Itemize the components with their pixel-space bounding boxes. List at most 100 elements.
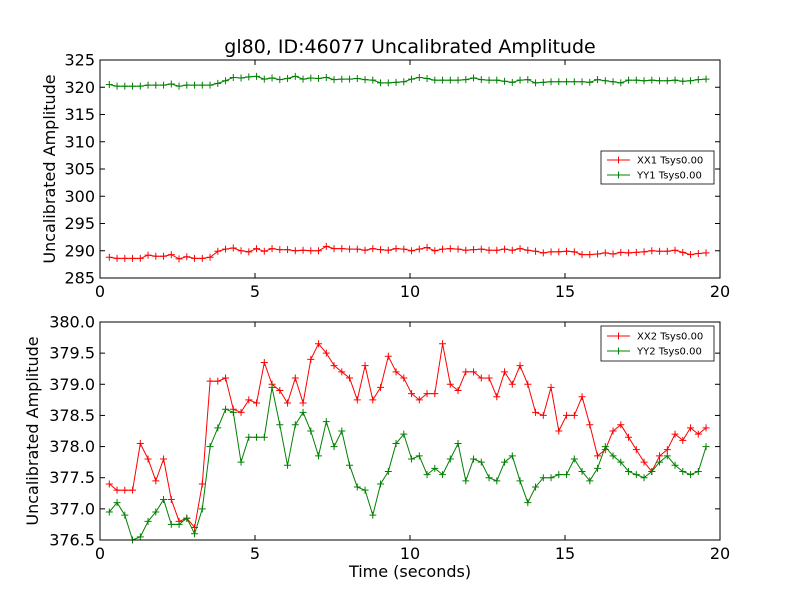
bottom-series-1-point: [555, 427, 563, 435]
top-series-2-point: [594, 76, 602, 84]
bottom-series-1-point: [702, 424, 710, 432]
top-series-2-point: [229, 73, 237, 81]
bottom-series-1-point: [369, 396, 377, 404]
top-series-2-point: [152, 81, 160, 89]
top-y-tick-label: 290: [64, 241, 95, 260]
bottom-series-2-point: [415, 452, 423, 460]
bottom-series-2-point: [392, 439, 400, 447]
top-series-1-point: [694, 249, 702, 257]
top-series-2-point: [268, 74, 276, 82]
top-series-1-point: [377, 246, 385, 254]
top-series-2-point: [291, 72, 299, 80]
top-series-1-point: [322, 242, 330, 250]
top-series-2-point: [524, 76, 532, 84]
bottom-legend-xx2-label: XX2 Tsys0.00: [637, 332, 703, 343]
bottom-series-1-point: [632, 446, 640, 454]
bottom-series-2-point: [377, 480, 385, 488]
bottom-series-1-point: [594, 452, 602, 460]
top-series-2-point: [609, 78, 617, 86]
bottom-series-2-point: [439, 471, 447, 479]
bottom-series-1-point: [563, 411, 571, 419]
bottom-series-1-point: [415, 396, 423, 404]
bottom-series-2-point: [353, 483, 361, 491]
bottom-series-1-point: [136, 439, 144, 447]
bottom-series-1-point: [516, 362, 524, 370]
top-series-2-point: [322, 73, 330, 81]
bottom-series-1-point: [276, 387, 284, 395]
top-series-2-point: [454, 76, 462, 84]
bottom-series-1-point: [671, 430, 679, 438]
bottom-series-2-point: [431, 464, 439, 472]
bottom-series-2-point: [268, 383, 276, 391]
bottom-series-1-point: [198, 480, 206, 488]
top-series-1-point: [408, 247, 416, 255]
bottom-series-2-point: [307, 427, 315, 435]
top-series-2-point: [679, 77, 687, 85]
top-series-2-point: [493, 76, 501, 84]
top-legend-yy1-marker: [615, 171, 622, 179]
bottom-series-1-point: [346, 374, 354, 382]
top-series-2-point: [191, 81, 199, 89]
top-series-1-point: [222, 245, 230, 253]
top-series-1-point: [462, 246, 470, 254]
top-x-tick-label: 10: [400, 282, 420, 301]
top-series-2-point: [555, 78, 563, 86]
bottom-series-1-point: [532, 408, 540, 416]
bottom-series-2-point: [237, 458, 245, 466]
top-series-1-point: [493, 246, 501, 254]
bottom-series-1-point: [245, 396, 253, 404]
bottom-series-1-point: [462, 368, 470, 376]
bottom-y-tick-label: 380.0: [49, 313, 95, 332]
bottom-series-2-point: [508, 452, 516, 460]
bottom-series-2-point: [338, 427, 346, 435]
bottom-series-2-point: [609, 452, 617, 460]
bottom-series-2-point: [253, 433, 261, 441]
top-series-2-point: [501, 77, 509, 85]
top-series-1-point: [423, 243, 431, 251]
bottom-series-1-point: [609, 427, 617, 435]
bottom-series-2-point: [315, 452, 323, 460]
bottom-series-2-point: [640, 474, 648, 482]
top-series-2-point: [245, 73, 253, 81]
bottom-series-1-point: [501, 368, 509, 376]
top-series-2-point: [431, 76, 439, 84]
bottom-series-2-point: [648, 467, 656, 475]
bottom-series-1-point: [508, 380, 516, 388]
bottom-series-2-point: [462, 477, 470, 485]
top-x-tick-label: 20: [710, 282, 730, 301]
bottom-series-1-point: [408, 390, 416, 398]
bottom-y-tick-label: 379.5: [49, 344, 95, 363]
bottom-series-2-point: [586, 477, 594, 485]
top-series-2-point: [330, 76, 338, 84]
top-series-2-point: [144, 81, 152, 89]
top-series-2-point: [516, 76, 524, 84]
bottom-series-1-point: [663, 446, 671, 454]
bottom-y-tick-label: 379.0: [49, 375, 95, 394]
bottom-series-2-point: [539, 474, 547, 482]
bottom-panel: 0 5 10 15 20 376.5 377.0 377.5 378.0 378.5 379.0 37…: [23, 313, 730, 582]
top-series-2-point: [532, 79, 540, 87]
top-series-1-point: [679, 248, 687, 256]
bottom-series-1-point: [570, 411, 578, 419]
bottom-series-2-point: [408, 455, 416, 463]
bottom-series-2-point: [547, 474, 555, 482]
top-series-1-point: [206, 253, 214, 261]
bottom-series-1-point: [121, 486, 129, 494]
top-series-1-point: [400, 245, 408, 253]
bottom-series-2-point: [570, 455, 578, 463]
top-series-1-point: [121, 254, 129, 262]
top-series-1-point: [175, 255, 183, 263]
bottom-x-tick-label: 20: [710, 544, 730, 563]
top-series-1-point: [570, 248, 578, 256]
bottom-series-2-point: [516, 477, 524, 485]
bottom-series-2-point: [191, 530, 199, 538]
bottom-series-2-point: [594, 464, 602, 472]
top-series-1-point: [586, 251, 594, 259]
top-series-1-point: [268, 245, 276, 253]
bottom-series-1-point: [330, 362, 338, 370]
top-legend-xx1-label: XX1 Tsys0.00: [637, 156, 703, 167]
bottom-series-1-point: [361, 362, 369, 370]
bottom-series-1-point: [144, 455, 152, 463]
bottom-series-1-point: [167, 496, 175, 504]
bottom-series-2-point: [632, 471, 640, 479]
